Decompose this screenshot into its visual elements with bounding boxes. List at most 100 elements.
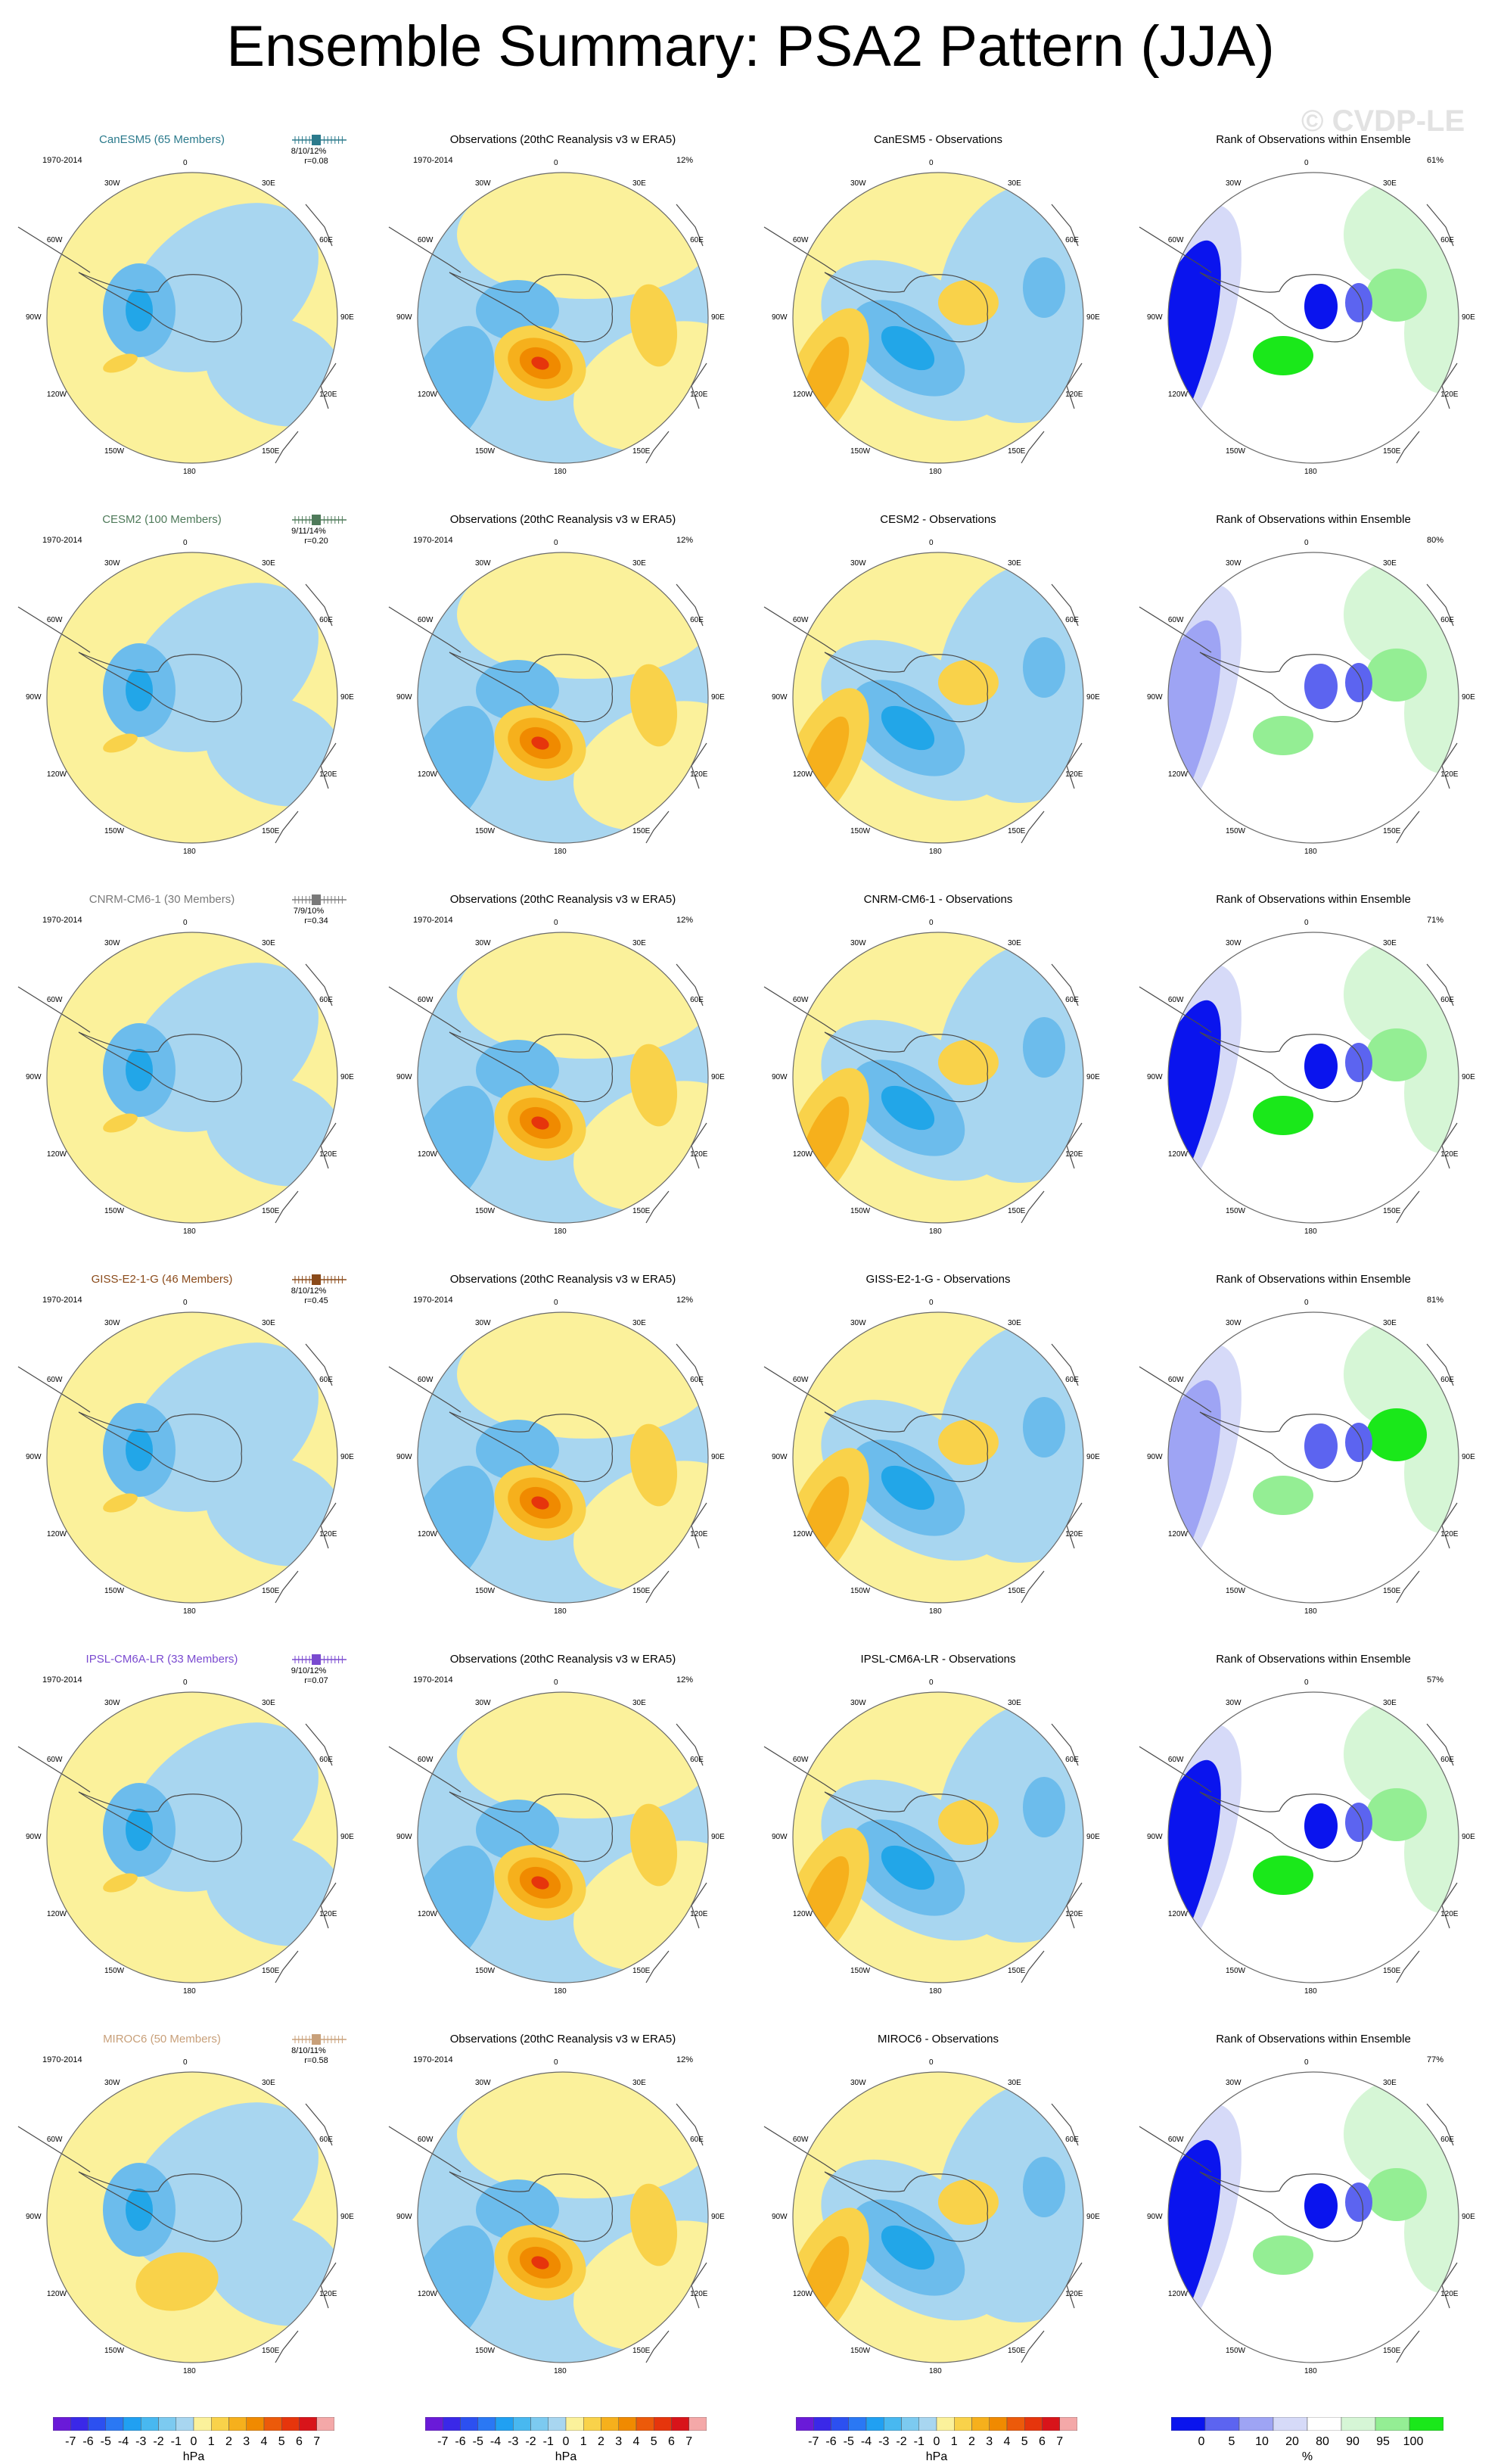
south-america-coastline xyxy=(1139,986,1212,1033)
period-label: 1970-2014 xyxy=(42,156,82,165)
model-map xyxy=(17,552,338,844)
new-zealand-coastline xyxy=(275,1570,299,1604)
colorbar-unit: hPa xyxy=(925,2450,948,2463)
longitude-label: 120W xyxy=(417,1530,437,1538)
panel-title: Rank of Observations within Ensemble xyxy=(1216,893,1411,906)
rank-panel: Rank of Observations within Ensemble 71% 0… xyxy=(1126,873,1501,1255)
positive-anomaly-region xyxy=(103,733,138,753)
stats-correlation: r=0.34 xyxy=(304,916,328,926)
ensemble-stats: 9/11/14% r=0.20 xyxy=(271,527,347,546)
longitude-label: 150E xyxy=(632,2346,651,2355)
longitude-label: 60W xyxy=(792,236,809,244)
map-border xyxy=(1167,2071,1459,2363)
longitude-label: 30W xyxy=(850,1319,866,1328)
longitude-label: 180 xyxy=(929,1987,942,1996)
colorbar-swatch xyxy=(281,2416,300,2431)
longitude-label: 150E xyxy=(262,1966,280,1975)
longitude-label: 90W xyxy=(1147,313,1163,322)
south-america-coastline xyxy=(763,226,837,273)
colorbar-tick: -7 xyxy=(808,2435,819,2448)
stats-correlation: r=0.20 xyxy=(304,537,328,546)
longitude-label: 180 xyxy=(929,468,942,476)
antarctica-coastline xyxy=(1199,272,1363,343)
longitude-label: 120E xyxy=(1065,1530,1083,1538)
longitude-label: 90E xyxy=(1462,1453,1475,1461)
longitude-label: 30E xyxy=(262,2079,275,2088)
longitude-label: 90W xyxy=(396,1073,412,1081)
rank-high-core xyxy=(1253,1096,1313,1135)
longitude-label: 90W xyxy=(1147,1073,1163,1081)
panel-title: Rank of Observations within Ensemble xyxy=(1216,1273,1411,1286)
longitude-label: 60E xyxy=(319,1756,333,1764)
colorbar-tick: 2 xyxy=(968,2435,975,2448)
longitude-label: 90E xyxy=(340,693,354,702)
south-america-coastline xyxy=(763,1746,837,1793)
longitude-label: 150E xyxy=(1383,826,1401,835)
longitude-label: 90E xyxy=(1462,1073,1475,1081)
longitude-label: 150W xyxy=(104,1206,125,1215)
colorbar-swatch xyxy=(565,2416,584,2431)
longitude-label: 30E xyxy=(632,939,646,948)
longitude-label: 0 xyxy=(554,2058,558,2067)
colorbar-swatch xyxy=(123,2416,141,2431)
longitude-label: 120W xyxy=(1167,1910,1188,1918)
new-zealand-coastline xyxy=(645,1570,670,1604)
longitude-label: 90W xyxy=(26,1453,42,1461)
antarctica-coastline xyxy=(78,1031,242,1103)
longitude-label: 0 xyxy=(1304,919,1309,927)
positive-anomaly-region xyxy=(938,660,999,705)
longitude-label: 180 xyxy=(183,1227,196,1236)
positive-anomaly-core xyxy=(531,1876,549,1890)
longitude-label: 60E xyxy=(690,236,704,244)
antarctica-coastline xyxy=(449,272,613,343)
colorbar-swatch xyxy=(918,2416,937,2431)
longitude-label: 60E xyxy=(319,616,333,624)
africa-coastline xyxy=(1426,963,1454,1006)
longitude-label: 150W xyxy=(850,2346,871,2355)
south-america-coastline xyxy=(388,986,461,1033)
variance-percent: 12% xyxy=(676,1296,694,1305)
diff-panel: CanESM5 - Observations 0 30E 60E 90E 120E 150E… xyxy=(750,114,1126,495)
longitude-label: 90W xyxy=(772,1453,788,1461)
period-label: 1970-2014 xyxy=(42,536,82,545)
diff-panel: IPSL-CM6A-LR - Observations 0 30E 60E 90E 120… xyxy=(750,1633,1126,2014)
africa-coastline xyxy=(1426,2103,1454,2146)
longitude-label: 60W xyxy=(792,2136,809,2144)
ensemble-spread-whisker xyxy=(292,1654,347,1665)
longitude-label: 60E xyxy=(1440,1376,1454,1384)
longitude-label: 60W xyxy=(46,2136,63,2144)
africa-coastline xyxy=(305,1343,333,1386)
colorbar-swatch xyxy=(1375,2416,1410,2431)
longitude-label: 30W xyxy=(850,939,866,948)
longitude-label: 30E xyxy=(1008,939,1021,948)
panel-title: CESM2 (100 Members) xyxy=(102,513,222,526)
longitude-label: 60E xyxy=(690,1376,704,1384)
longitude-label: 60E xyxy=(1065,2136,1079,2144)
longitude-label: 120E xyxy=(1440,1530,1459,1538)
colorbar-tick: -5 xyxy=(100,2435,111,2448)
longitude-label: 150E xyxy=(262,2346,280,2355)
longitude-label: 60W xyxy=(417,996,434,1004)
antarctica-coastline xyxy=(1199,1411,1363,1482)
colorbar-tick: -4 xyxy=(117,2435,129,2448)
colorbar-tick: 100 xyxy=(1403,2435,1424,2448)
colorbar-swatch xyxy=(52,2416,71,2431)
diff-colorbar: -7 -6 -5 -4 -3 -2 -1 0 1 2 3 4 5 6 7 hPa xyxy=(795,2416,1078,2463)
longitude-label: 30W xyxy=(475,179,491,188)
longitude-label: 30W xyxy=(475,2079,491,2088)
longitude-label: 90E xyxy=(711,1453,725,1461)
new-zealand-coastline xyxy=(1021,1950,1045,1983)
colorbar-tick: 1 xyxy=(207,2435,215,2448)
longitude-label: 150W xyxy=(1226,1586,1246,1595)
south-america-coastline xyxy=(1139,1746,1212,1793)
rank-map xyxy=(1139,552,1459,844)
longitude-label: 60W xyxy=(792,1756,809,1764)
longitude-label: 150E xyxy=(632,826,651,835)
longitude-label: 90W xyxy=(772,1073,788,1081)
longitude-label: 90E xyxy=(711,693,725,702)
longitude-label: 90W xyxy=(772,313,788,322)
new-zealand-coastline xyxy=(275,1950,299,1983)
south-america-coastline xyxy=(388,1746,461,1793)
panel-title: IPSL-CM6A-LR (33 Members) xyxy=(85,1653,238,1666)
map-border xyxy=(417,1311,709,1604)
